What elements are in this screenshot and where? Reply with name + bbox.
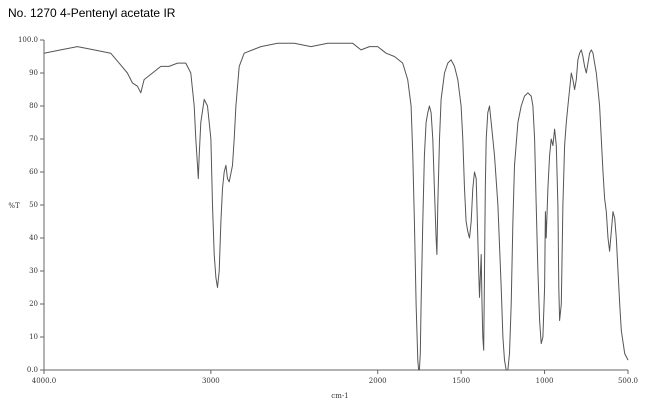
y-tick-label: 90 <box>29 69 38 77</box>
spectrum-line <box>43 42 629 371</box>
y-tick-label: 100.0 <box>18 36 38 44</box>
y-tick-label: 20 <box>29 300 38 308</box>
x-tick-label: 4000.0 <box>32 377 57 385</box>
y-tick-label: 10 <box>29 333 38 341</box>
axes <box>43 40 628 371</box>
x-tick-label: 1500 <box>452 377 470 385</box>
x-tick-label: 500.0 <box>618 377 638 385</box>
y-tick-label: 70 <box>29 135 38 143</box>
x-tick-label: 3000 <box>202 377 220 385</box>
y-tick-label: 30 <box>29 267 38 275</box>
y-tick-label: 40 <box>29 234 38 242</box>
y-axis-label: %T <box>8 202 20 210</box>
y-tick-label: 0.0 <box>27 366 38 374</box>
x-tick-label: 1000 <box>536 377 554 385</box>
y-tick-label: 60 <box>29 168 38 176</box>
y-tick-label: 50 <box>29 201 38 209</box>
x-axis-label: cm-1 <box>331 392 348 400</box>
plot-area <box>43 42 629 371</box>
y-tick-label: 80 <box>29 102 38 110</box>
chart-title: No. 1270 4-Pentenyl acetate IR <box>8 6 176 20</box>
x-tick-label: 2000 <box>369 377 387 385</box>
x-ticks: 4000.0 3000 2000 1500 1000 500.0 <box>32 370 638 385</box>
y-ticks: 0.0 10 20 30 40 50 60 70 80 90 100.0 <box>18 36 44 374</box>
